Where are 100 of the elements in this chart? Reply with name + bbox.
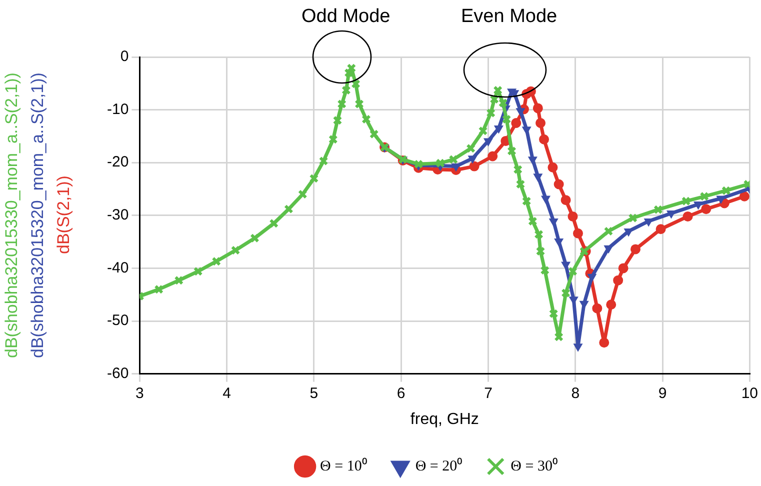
point: [592, 303, 602, 314]
point: [516, 108, 525, 116]
y-tick-label: -30: [106, 206, 129, 224]
point: [486, 108, 496, 118]
point: [354, 99, 364, 109]
point: [332, 116, 342, 126]
point: [628, 213, 638, 223]
y-tick-label: -10: [106, 100, 129, 118]
point: [212, 256, 222, 266]
y-tick-label: -50: [106, 312, 129, 330]
point: [522, 126, 531, 134]
point: [534, 230, 544, 240]
point: [604, 226, 614, 236]
point: [369, 129, 379, 139]
y-tick-label: 0: [120, 48, 129, 66]
point: [478, 126, 488, 136]
point: [193, 266, 203, 276]
point: [466, 144, 476, 154]
point: [494, 126, 504, 134]
point: [554, 238, 564, 246]
legend-label: Θ = 10⁰: [320, 457, 367, 474]
point: [560, 195, 571, 206]
point: [436, 158, 445, 168]
point: [337, 99, 347, 109]
point: [318, 156, 328, 166]
point: [572, 228, 583, 238]
x-tick-label: 10: [741, 384, 758, 402]
x-tick-label: 9: [658, 384, 667, 402]
point: [548, 308, 558, 318]
x-tick-label: 6: [396, 384, 406, 402]
text: Even Mode: [461, 6, 558, 28]
point: [154, 284, 164, 294]
point: [549, 218, 558, 226]
point: [448, 154, 458, 164]
point: [516, 180, 526, 189]
point: [540, 266, 550, 275]
x-tick-label: 4: [222, 384, 231, 402]
point: [534, 174, 542, 182]
point: [539, 134, 550, 144]
point: [568, 266, 578, 276]
point: [468, 156, 477, 164]
x-tick-label: 8: [571, 384, 580, 402]
x-tick-label: 3: [136, 384, 144, 402]
point: [721, 186, 731, 196]
point: [414, 160, 424, 169]
legend-label: Θ = 30⁰: [510, 457, 558, 474]
point: [561, 262, 570, 270]
point: [681, 196, 691, 206]
point: [250, 233, 260, 243]
point: [484, 138, 493, 146]
point: [694, 202, 703, 210]
point: [488, 151, 498, 162]
legend-label: Θ = 20⁰: [415, 457, 462, 474]
y-tick-label: -60: [106, 364, 129, 382]
point: [230, 246, 240, 255]
point: [511, 118, 522, 128]
point: [498, 98, 508, 108]
point: [701, 204, 712, 214]
point: [351, 79, 360, 89]
point: [599, 338, 610, 348]
point: [618, 263, 628, 274]
point: [284, 204, 294, 214]
point: [588, 274, 596, 282]
point: [507, 146, 516, 156]
point: [561, 288, 570, 298]
point: [574, 344, 582, 352]
point: [513, 164, 523, 174]
x-tick-label: 5: [310, 384, 318, 402]
point: [469, 161, 480, 172]
point: [536, 246, 546, 256]
point: [613, 275, 624, 286]
point: [541, 196, 550, 204]
y-axis-title: dB(S(2,1)): [54, 176, 74, 254]
text: dB(shobha32015330_mom_a..S(2,1)): [2, 72, 22, 358]
point: [682, 211, 693, 222]
text: Odd Mode: [302, 6, 390, 28]
point: [342, 86, 351, 95]
point: [739, 191, 750, 202]
point: [309, 174, 319, 184]
point: [532, 103, 543, 114]
point: [522, 196, 532, 206]
point: [548, 162, 558, 172]
y-tick-label: -20: [106, 154, 129, 171]
point: [656, 224, 666, 234]
point: [174, 276, 184, 286]
point: [536, 118, 546, 128]
x-axis-title: freq, GHz: [410, 410, 479, 428]
text: dB(shobha32015320_mom_a..S(2,1)): [28, 72, 48, 358]
point: [269, 218, 279, 228]
point: [568, 211, 578, 222]
y-tick-label: -40: [106, 259, 129, 276]
point: [554, 179, 564, 190]
point: [653, 204, 663, 214]
point: [554, 332, 564, 342]
point: [604, 245, 613, 254]
point: [362, 114, 371, 124]
point: [528, 156, 538, 164]
x-tick-label: 7: [484, 384, 492, 402]
point: [502, 114, 512, 124]
point: [606, 300, 616, 310]
